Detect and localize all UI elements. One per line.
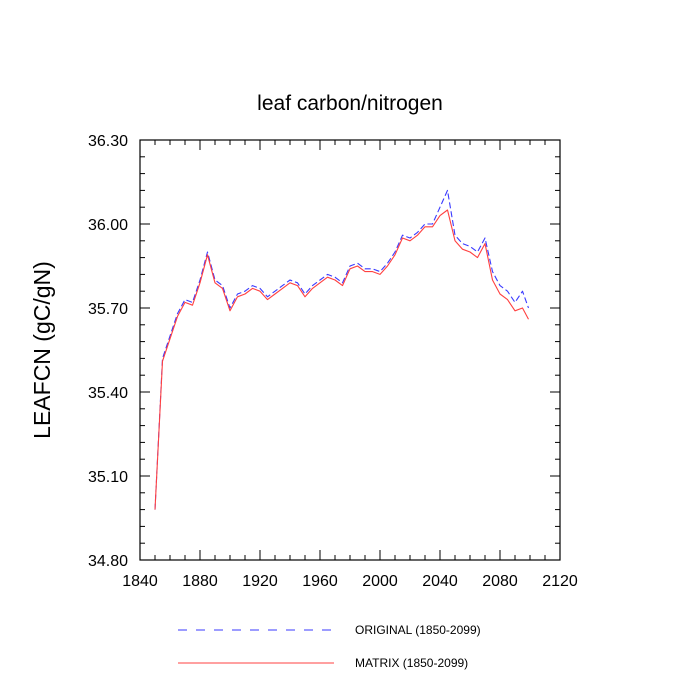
x-tick-label: 2000: [362, 573, 398, 590]
y-axis-label: LEAFCN (gC/gN): [29, 261, 55, 439]
y-tick-label: 36.00: [88, 217, 128, 234]
plot-area: 1840 1880 1920 1960 2000 2040 2080 2120 34.80 35.…: [88, 133, 578, 590]
x-tick-label: 1840: [122, 573, 158, 590]
legend-label: ORIGINAL (1850-2099): [355, 623, 481, 637]
x-tick-label: 1880: [182, 573, 218, 590]
x-tick-label: 1960: [302, 573, 338, 590]
y-tick-label: 34.80: [88, 553, 128, 570]
x-tick-label: 2120: [542, 573, 578, 590]
legend: ORIGINAL (1850-2099) MATRIX (1850-2099): [178, 623, 481, 670]
series-line-original: [154, 189, 530, 510]
y-tick-label: 35.10: [88, 469, 128, 486]
y-tick-label: 35.40: [88, 385, 128, 402]
y-tick-label: 35.70: [88, 301, 128, 318]
x-tick-label: 1920: [242, 573, 278, 590]
plot-frame: [139, 139, 561, 561]
legend-label: MATRIX (1850-2099): [355, 656, 468, 670]
series-line-matrix: [154, 209, 529, 510]
series-layer: [154, 189, 530, 510]
x-tick-label: 2040: [422, 573, 458, 590]
x-tick-label: 2080: [482, 573, 518, 590]
y-tick-label: 36.30: [88, 133, 128, 150]
chart-title: leaf carbon/nitrogen: [257, 92, 443, 115]
